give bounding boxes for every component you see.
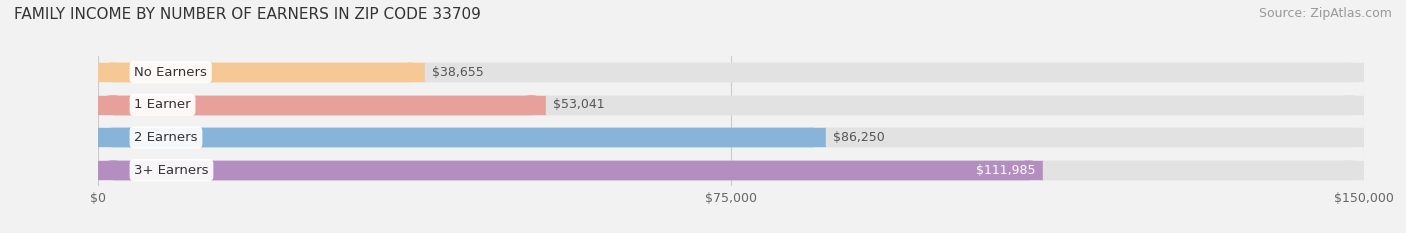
Ellipse shape [1336, 63, 1364, 81]
Bar [112, 96, 531, 114]
Ellipse shape [1336, 96, 1364, 114]
Bar [98, 161, 1043, 179]
Bar [112, 161, 1350, 179]
Bar [546, 96, 1406, 114]
Bar [112, 63, 411, 81]
Text: $111,985: $111,985 [976, 164, 1036, 177]
Text: No Earners: No Earners [134, 66, 207, 79]
Bar [98, 96, 546, 114]
Ellipse shape [1015, 161, 1043, 179]
Bar [1043, 161, 1406, 179]
Ellipse shape [1336, 129, 1364, 147]
Ellipse shape [396, 63, 425, 81]
Ellipse shape [98, 96, 127, 114]
Text: 1 Earner: 1 Earner [134, 98, 191, 111]
Bar [98, 129, 825, 147]
Ellipse shape [98, 96, 127, 114]
Bar [112, 129, 811, 147]
Ellipse shape [797, 129, 827, 147]
Ellipse shape [1336, 96, 1364, 114]
Ellipse shape [98, 129, 127, 147]
Bar [98, 63, 425, 81]
Bar [112, 96, 1350, 114]
Text: FAMILY INCOME BY NUMBER OF EARNERS IN ZIP CODE 33709: FAMILY INCOME BY NUMBER OF EARNERS IN ZI… [14, 7, 481, 22]
Ellipse shape [1336, 161, 1364, 179]
Bar [825, 129, 1406, 147]
Ellipse shape [98, 129, 127, 147]
Ellipse shape [98, 161, 127, 179]
Ellipse shape [1336, 63, 1364, 81]
Ellipse shape [98, 63, 127, 81]
Bar [425, 63, 1406, 81]
Text: $38,655: $38,655 [432, 66, 484, 79]
Text: $86,250: $86,250 [834, 131, 884, 144]
Bar [112, 161, 1029, 179]
Ellipse shape [517, 96, 546, 114]
Ellipse shape [1336, 129, 1364, 147]
Text: 2 Earners: 2 Earners [134, 131, 198, 144]
Ellipse shape [1336, 161, 1364, 179]
Bar [112, 63, 1350, 81]
Text: $53,041: $53,041 [553, 98, 605, 111]
Text: 3+ Earners: 3+ Earners [134, 164, 208, 177]
Bar [112, 129, 1350, 147]
Text: Source: ZipAtlas.com: Source: ZipAtlas.com [1258, 7, 1392, 20]
Ellipse shape [98, 161, 127, 179]
Ellipse shape [98, 63, 127, 81]
